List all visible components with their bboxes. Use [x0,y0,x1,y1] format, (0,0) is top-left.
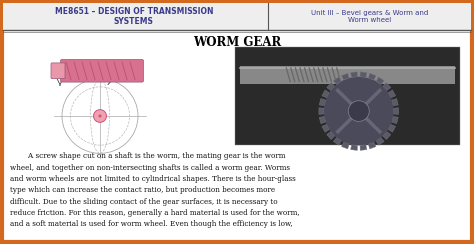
Polygon shape [393,108,399,114]
FancyBboxPatch shape [51,63,65,79]
Polygon shape [360,72,367,77]
Polygon shape [327,83,335,91]
Polygon shape [319,108,324,114]
Polygon shape [351,145,357,150]
Polygon shape [376,77,384,85]
Polygon shape [360,145,367,150]
Polygon shape [319,98,326,106]
Polygon shape [368,73,376,80]
Polygon shape [392,117,398,124]
Polygon shape [333,138,341,145]
Text: ME8651 – DESIGN OF TRANSMISSION
SYSTEMS: ME8651 – DESIGN OF TRANSMISSION SYSTEMS [55,7,213,27]
Polygon shape [392,98,398,106]
Circle shape [348,101,369,122]
Polygon shape [319,117,326,124]
Polygon shape [388,90,396,98]
Polygon shape [388,124,396,132]
Bar [235,47,460,146]
Circle shape [324,77,394,146]
Circle shape [93,110,107,122]
Polygon shape [322,90,329,98]
Polygon shape [341,142,349,149]
Circle shape [99,115,101,118]
Polygon shape [327,132,335,140]
Polygon shape [322,124,329,132]
Bar [240,66,455,84]
Text: Unit III – Bevel gears & Worm and
Worm wheel: Unit III – Bevel gears & Worm and Worm w… [311,10,428,23]
Polygon shape [383,132,391,140]
Bar [3,3,471,31]
Text: WORM GEAR: WORM GEAR [193,36,281,49]
FancyBboxPatch shape [61,60,144,82]
Text: A screw shape cut on a shaft is the worm, the mating gear is the worm
wheel, and: A screw shape cut on a shaft is the worm… [10,152,300,228]
Polygon shape [341,73,349,80]
Circle shape [62,79,138,153]
Polygon shape [383,83,391,91]
Polygon shape [376,138,384,145]
Polygon shape [333,77,341,85]
Polygon shape [368,142,376,149]
Polygon shape [351,72,357,77]
